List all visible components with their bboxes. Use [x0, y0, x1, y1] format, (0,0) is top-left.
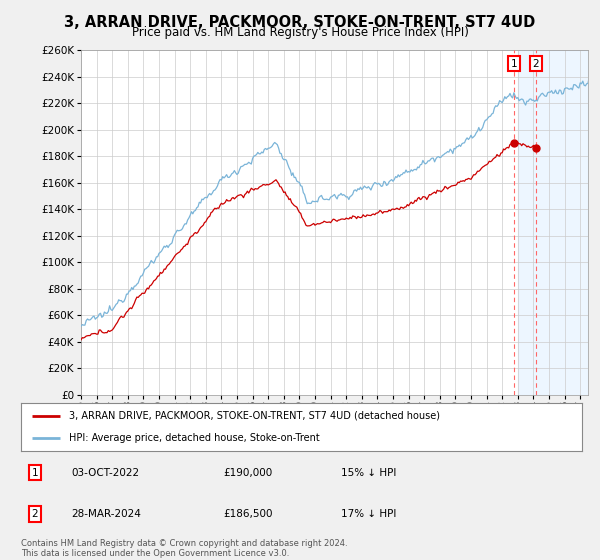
Bar — [518, 50, 588, 395]
Text: 2: 2 — [32, 509, 38, 519]
Text: Price paid vs. HM Land Registry's House Price Index (HPI): Price paid vs. HM Land Registry's House … — [131, 26, 469, 39]
Text: 3, ARRAN DRIVE, PACKMOOR, STOKE-ON-TRENT, ST7 4UD (detached house): 3, ARRAN DRIVE, PACKMOOR, STOKE-ON-TRENT… — [68, 410, 440, 421]
Text: 15% ↓ HPI: 15% ↓ HPI — [341, 468, 396, 478]
Text: HPI: Average price, detached house, Stoke-on-Trent: HPI: Average price, detached house, Stok… — [68, 433, 319, 444]
Text: 1: 1 — [511, 59, 517, 69]
Text: 28-MAR-2024: 28-MAR-2024 — [71, 509, 142, 519]
Text: Contains HM Land Registry data © Crown copyright and database right 2024.
This d: Contains HM Land Registry data © Crown c… — [21, 539, 347, 558]
Text: £190,000: £190,000 — [223, 468, 272, 478]
Text: 17% ↓ HPI: 17% ↓ HPI — [341, 509, 396, 519]
Text: 3, ARRAN DRIVE, PACKMOOR, STOKE-ON-TRENT, ST7 4UD: 3, ARRAN DRIVE, PACKMOOR, STOKE-ON-TRENT… — [64, 15, 536, 30]
Text: 2: 2 — [533, 59, 539, 69]
Text: 03-OCT-2022: 03-OCT-2022 — [71, 468, 140, 478]
Text: £186,500: £186,500 — [223, 509, 272, 519]
Text: 1: 1 — [32, 468, 38, 478]
